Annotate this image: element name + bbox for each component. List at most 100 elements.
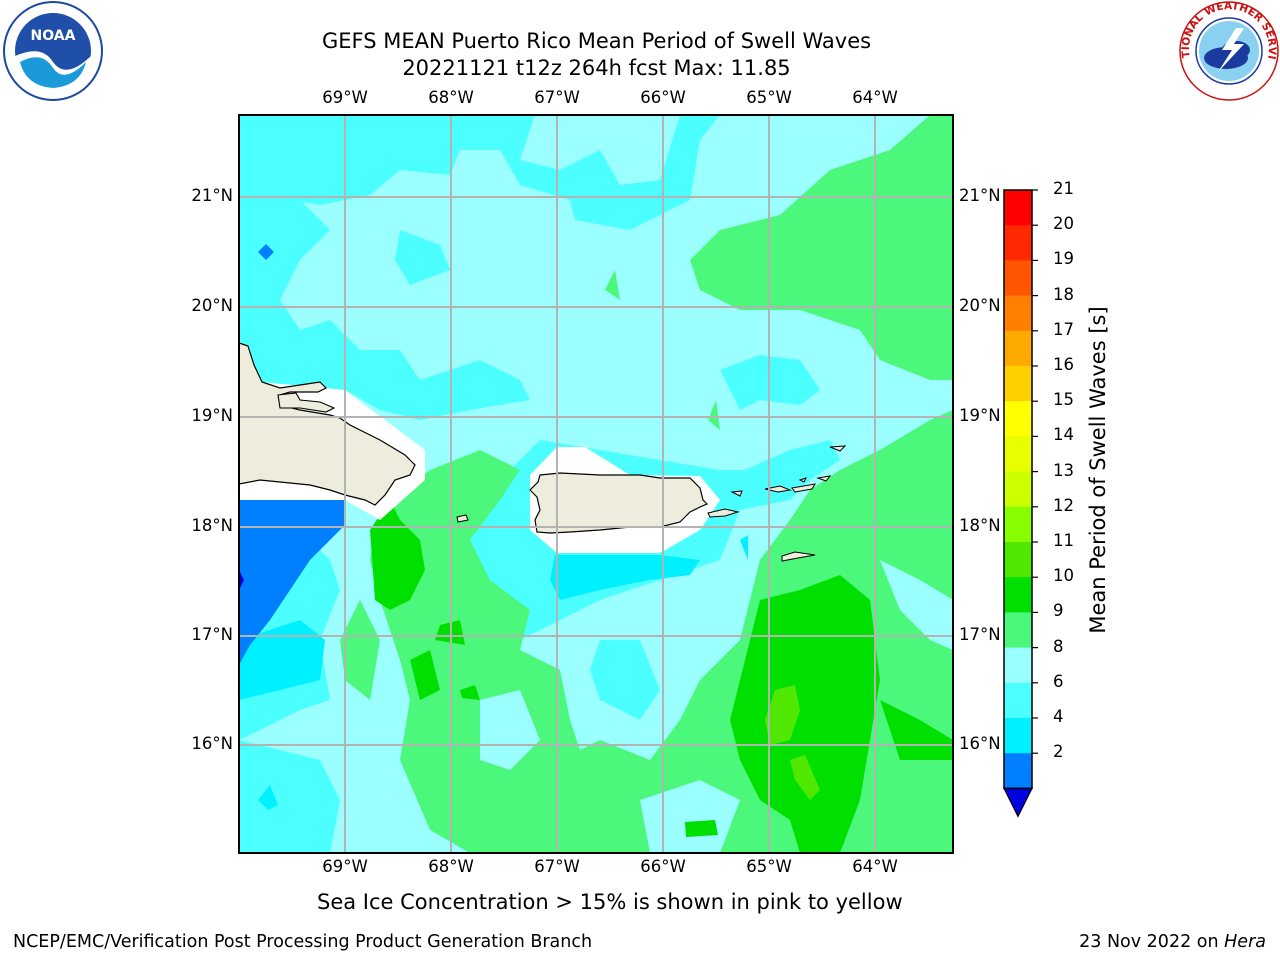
colorbar-tick-label: 16 xyxy=(1053,355,1074,374)
land-virgin-islands-1 xyxy=(764,485,792,493)
colorbar-tick-label: 2 xyxy=(1053,742,1064,762)
colorbar-swatch xyxy=(1004,471,1032,508)
land-virgin-islands-3 xyxy=(816,475,832,482)
colorbar-tick-label: 20 xyxy=(1053,214,1074,234)
field-light-cyan-north xyxy=(239,115,720,230)
field-light-green-spot1 xyxy=(605,270,620,300)
title-line-1: GEFS MEAN Puerto Rico Mean Period of Swe… xyxy=(321,29,872,53)
lat-label-left: 19°N xyxy=(191,406,233,425)
field-pale-cyan-pocket3 xyxy=(480,690,540,770)
field-cyan-spot2 xyxy=(258,785,278,810)
field-light-green-spot2 xyxy=(708,400,720,430)
lat-label-right: 18°N xyxy=(959,516,1001,535)
colorbar-swatch xyxy=(1004,682,1032,719)
land-mona-island xyxy=(456,514,469,523)
field-light-cyan-west xyxy=(239,190,530,420)
colorbar-swatch xyxy=(1004,225,1032,261)
field-cyan-spot xyxy=(740,535,748,560)
land-hispaniola-peninsula xyxy=(277,392,336,413)
lat-label-right: 16°N xyxy=(959,734,1001,753)
colorbar-tick-label: 21 xyxy=(1053,179,1074,198)
lon-label-bottom: 66°W xyxy=(640,857,686,876)
lat-label-left: 16°N xyxy=(191,734,233,753)
footer-credit: NCEP/EMC/Verification Post Processing Pr… xyxy=(13,932,593,952)
field-blue-spot xyxy=(258,244,274,260)
land-virgin-islands-5 xyxy=(798,477,807,483)
field-light-green-sw xyxy=(340,600,380,700)
colorbar-frame xyxy=(1003,189,1033,790)
lon-label-top: 64°W xyxy=(852,88,898,107)
colorbar-tick-label: 18 xyxy=(1053,284,1074,304)
field-light-cyan-mid xyxy=(395,230,450,285)
field-light-cyan-s xyxy=(239,740,340,853)
map-frame xyxy=(238,114,954,854)
field-light-cyan-ssw xyxy=(590,640,660,720)
noaa-logo: NOAA xyxy=(3,1,103,101)
lon-label-bottom: 65°W xyxy=(746,857,792,876)
colorbar-swatch xyxy=(1004,190,1032,226)
colorbar-tick-label: 17 xyxy=(1053,319,1074,339)
lon-label-bottom: 64°W xyxy=(852,857,898,876)
colorbar-tick-label: 15 xyxy=(1053,390,1074,410)
colorbar-swatch xyxy=(1004,506,1032,543)
land-st-croix xyxy=(781,551,816,562)
field-cyan-sw xyxy=(239,620,325,700)
colorbar-tick-label: 8 xyxy=(1053,636,1064,656)
colorbar-tick-label: 14 xyxy=(1053,425,1074,445)
nws-logo: NATIONAL WEATHER SERVICE xyxy=(1178,0,1279,101)
footer-date: 23 Nov 2022 on Hera xyxy=(1079,932,1266,952)
colorbar-swatch xyxy=(1004,577,1032,613)
lon-label-top: 66°W xyxy=(640,88,686,107)
field-green-s1 xyxy=(685,820,718,837)
field-pale-cyan-pocket1 xyxy=(880,560,953,650)
land-virgin-islands-4 xyxy=(829,445,847,452)
footer-date-text: 23 Nov 2022 on xyxy=(1079,932,1225,952)
field-green-w3 xyxy=(410,650,440,700)
colorbar-swatch xyxy=(1004,401,1032,437)
land-culebra xyxy=(730,490,743,497)
field-green-w4 xyxy=(460,685,480,700)
colorbar-title: Mean Period of Swell Waves [s] xyxy=(1086,306,1110,634)
graticule xyxy=(239,115,953,853)
field-yellow-green-2 xyxy=(790,755,820,800)
field-dark-blue-spot xyxy=(239,570,244,590)
field-green-main xyxy=(730,575,880,853)
colorbar-swatch xyxy=(1004,753,1032,789)
colorbar-swatch xyxy=(1004,330,1032,367)
lon-label-bottom: 69°W xyxy=(322,857,368,876)
colorbar xyxy=(1003,189,1038,818)
colorbar-tick-label: 10 xyxy=(1053,566,1074,586)
colorbar-tick-label: 11 xyxy=(1053,531,1074,550)
colorbar-swatch xyxy=(1004,612,1032,649)
field-yellow-green-1 xyxy=(765,685,800,745)
footer-machine: Hera xyxy=(1224,932,1266,952)
land-hispaniola xyxy=(239,342,416,506)
lat-label-right: 19°N xyxy=(959,406,1001,425)
colorbar-tick-label: 13 xyxy=(1053,460,1074,480)
lat-label-left: 21°N xyxy=(191,186,233,205)
colorbar-swatch xyxy=(1004,436,1032,473)
land-virgin-islands-2 xyxy=(791,483,816,493)
lat-label-right: 20°N xyxy=(959,296,1001,315)
colorbar-swatch xyxy=(1004,295,1032,332)
colorbar-swatch xyxy=(1004,718,1032,754)
swell-field xyxy=(239,115,953,853)
colorbar-under-arrow xyxy=(1003,787,1033,818)
colorbar-tick-label: 6 xyxy=(1053,671,1064,691)
colorbar-swatch xyxy=(1004,260,1032,297)
colorbar-tick-label: 9 xyxy=(1053,601,1064,621)
colorbar-tick-label: 4 xyxy=(1053,707,1064,726)
sea-ice-note: Sea Ice Concentration > 15% is shown in … xyxy=(317,890,903,914)
colorbar-swatch xyxy=(1004,542,1032,578)
lat-label-left: 18°N xyxy=(191,516,233,535)
colorbar-swatch xyxy=(1004,647,1032,684)
lon-label-top: 65°W xyxy=(746,88,792,107)
lon-label-top: 67°W xyxy=(534,88,580,107)
field-pale-cyan-pocket4 xyxy=(340,800,400,853)
lat-label-right: 21°N xyxy=(959,186,1001,205)
colorbar-tick-label: 12 xyxy=(1053,495,1074,515)
colorbar-swatch xyxy=(1004,366,1032,402)
lat-label-left: 17°N xyxy=(191,625,233,644)
lat-label-left: 20°N xyxy=(191,296,233,315)
